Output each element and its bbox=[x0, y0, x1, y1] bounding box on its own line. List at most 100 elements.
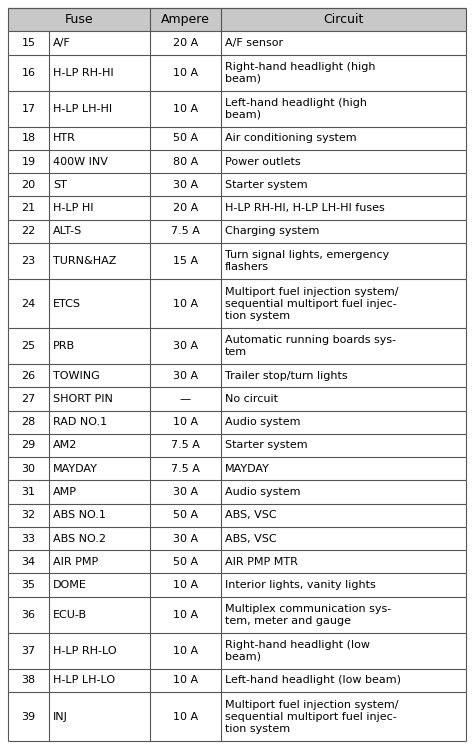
Text: ECU-B: ECU-B bbox=[53, 610, 87, 619]
Bar bbox=[8, 173, 466, 196]
Text: 50 A: 50 A bbox=[173, 510, 198, 521]
Bar bbox=[8, 434, 466, 457]
Text: 34: 34 bbox=[21, 557, 36, 567]
Bar bbox=[8, 597, 466, 633]
Text: Interior lights, vanity lights: Interior lights, vanity lights bbox=[225, 580, 376, 590]
Text: Right-hand headlight (high
beam): Right-hand headlight (high beam) bbox=[225, 61, 375, 84]
Text: HTR: HTR bbox=[53, 133, 76, 143]
Text: ALT-S: ALT-S bbox=[53, 226, 82, 237]
Bar bbox=[8, 410, 466, 434]
Text: H-LP HI: H-LP HI bbox=[53, 203, 94, 213]
Text: Turn signal lights, emergency
flashers: Turn signal lights, emergency flashers bbox=[225, 250, 389, 272]
Text: 26: 26 bbox=[21, 371, 36, 380]
Text: ETCS: ETCS bbox=[53, 299, 81, 309]
Text: 7.5 A: 7.5 A bbox=[171, 464, 200, 474]
Text: H-LP RH-HI: H-LP RH-HI bbox=[53, 67, 114, 78]
Text: Right-hand headlight (low
beam): Right-hand headlight (low beam) bbox=[225, 640, 370, 662]
Bar bbox=[8, 279, 466, 328]
Bar bbox=[8, 692, 466, 741]
Text: 30 A: 30 A bbox=[173, 341, 198, 351]
Text: 30: 30 bbox=[22, 464, 36, 474]
Bar bbox=[8, 31, 466, 55]
Text: 10 A: 10 A bbox=[173, 67, 198, 78]
Text: ABS NO.2: ABS NO.2 bbox=[53, 533, 106, 544]
Text: Charging system: Charging system bbox=[225, 226, 319, 237]
Text: 10 A: 10 A bbox=[173, 417, 198, 427]
Text: 33: 33 bbox=[22, 533, 36, 544]
Text: Left-hand headlight (high
beam): Left-hand headlight (high beam) bbox=[225, 97, 367, 120]
Text: H-LP RH-HI, H-LP LH-HI fuses: H-LP RH-HI, H-LP LH-HI fuses bbox=[225, 203, 385, 213]
Text: 30 A: 30 A bbox=[173, 371, 198, 380]
Text: ABS, VSC: ABS, VSC bbox=[225, 510, 277, 521]
Text: 38: 38 bbox=[21, 676, 36, 685]
Text: 39: 39 bbox=[21, 712, 36, 721]
Text: 20: 20 bbox=[21, 180, 36, 189]
Text: 10 A: 10 A bbox=[173, 610, 198, 619]
Text: 35: 35 bbox=[22, 580, 36, 590]
Text: 31: 31 bbox=[22, 487, 36, 497]
Text: 32: 32 bbox=[21, 510, 36, 521]
Text: AIR PMP MTR: AIR PMP MTR bbox=[225, 557, 298, 567]
Text: Trailer stop/turn lights: Trailer stop/turn lights bbox=[225, 371, 347, 380]
Bar bbox=[8, 243, 466, 279]
Text: 10 A: 10 A bbox=[173, 712, 198, 721]
Text: SHORT PIN: SHORT PIN bbox=[53, 394, 113, 404]
Text: AIR PMP: AIR PMP bbox=[53, 557, 99, 567]
Bar bbox=[8, 457, 466, 480]
Text: 50 A: 50 A bbox=[173, 133, 198, 143]
Text: Multiport fuel injection system/
sequential multiport fuel injec-
tion system: Multiport fuel injection system/ sequent… bbox=[225, 287, 399, 321]
Text: A/F: A/F bbox=[53, 38, 71, 48]
Text: Starter system: Starter system bbox=[225, 180, 308, 189]
Text: 10 A: 10 A bbox=[173, 580, 198, 590]
Text: AM2: AM2 bbox=[53, 440, 78, 450]
Bar bbox=[8, 551, 466, 574]
Text: MAYDAY: MAYDAY bbox=[53, 464, 98, 474]
Text: —: — bbox=[180, 394, 191, 404]
Text: 15 A: 15 A bbox=[173, 256, 198, 266]
Text: Air conditioning system: Air conditioning system bbox=[225, 133, 356, 143]
Text: H-LP RH-LO: H-LP RH-LO bbox=[53, 646, 117, 656]
Text: TOWING: TOWING bbox=[53, 371, 100, 380]
Text: H-LP LH-LO: H-LP LH-LO bbox=[53, 676, 115, 685]
Text: 7.5 A: 7.5 A bbox=[171, 226, 200, 237]
Text: ST: ST bbox=[53, 180, 67, 189]
Text: DOME: DOME bbox=[53, 580, 87, 590]
Text: 10 A: 10 A bbox=[173, 676, 198, 685]
Text: TURN&HAZ: TURN&HAZ bbox=[53, 256, 117, 266]
Bar bbox=[8, 219, 466, 243]
Text: 10 A: 10 A bbox=[173, 103, 198, 114]
Text: 29: 29 bbox=[21, 440, 36, 450]
Text: Multiplex communication sys-
tem, meter and gauge: Multiplex communication sys- tem, meter … bbox=[225, 604, 391, 625]
Text: Multiport fuel injection system/
sequential multiport fuel injec-
tion system: Multiport fuel injection system/ sequent… bbox=[225, 700, 399, 733]
Text: ABS, VSC: ABS, VSC bbox=[225, 533, 277, 544]
Text: 36: 36 bbox=[22, 610, 36, 619]
Text: 28: 28 bbox=[21, 417, 36, 427]
Text: 24: 24 bbox=[21, 299, 36, 309]
Bar bbox=[8, 669, 466, 692]
Text: 25: 25 bbox=[21, 341, 36, 351]
Text: Power outlets: Power outlets bbox=[225, 157, 301, 166]
Text: 22: 22 bbox=[21, 226, 36, 237]
Text: Audio system: Audio system bbox=[225, 417, 301, 427]
Text: 20 A: 20 A bbox=[173, 203, 198, 213]
Text: 10 A: 10 A bbox=[173, 299, 198, 309]
Text: 17: 17 bbox=[21, 103, 36, 114]
Bar bbox=[8, 527, 466, 551]
Text: 15: 15 bbox=[22, 38, 36, 48]
Text: 21: 21 bbox=[21, 203, 36, 213]
Text: 7.5 A: 7.5 A bbox=[171, 440, 200, 450]
Text: INJ: INJ bbox=[53, 712, 68, 721]
Text: MAYDAY: MAYDAY bbox=[225, 464, 270, 474]
Text: AMP: AMP bbox=[53, 487, 77, 497]
Text: 16: 16 bbox=[22, 67, 36, 78]
Bar bbox=[8, 364, 466, 387]
Text: A/F sensor: A/F sensor bbox=[225, 38, 283, 48]
Text: 20 A: 20 A bbox=[173, 38, 198, 48]
Text: 80 A: 80 A bbox=[173, 157, 198, 166]
Bar bbox=[8, 387, 466, 410]
Text: 18: 18 bbox=[21, 133, 36, 143]
Text: ABS NO.1: ABS NO.1 bbox=[53, 510, 106, 521]
Bar bbox=[8, 8, 466, 31]
Text: 19: 19 bbox=[21, 157, 36, 166]
Text: H-LP LH-HI: H-LP LH-HI bbox=[53, 103, 112, 114]
